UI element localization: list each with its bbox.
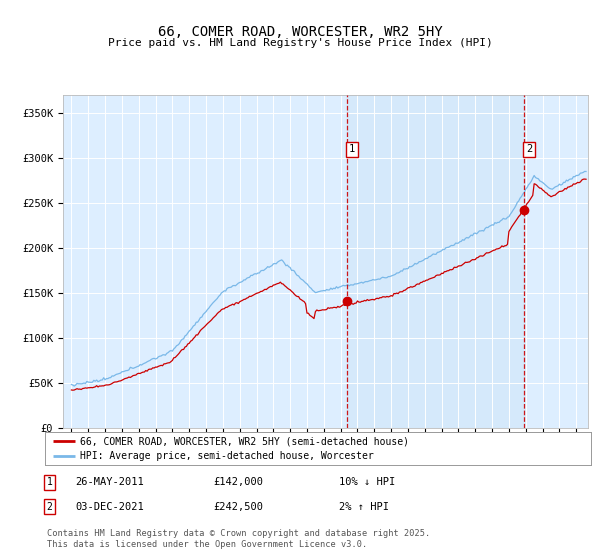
Text: 26-MAY-2011: 26-MAY-2011 bbox=[75, 477, 144, 487]
Text: 66, COMER ROAD, WORCESTER, WR2 5HY: 66, COMER ROAD, WORCESTER, WR2 5HY bbox=[158, 25, 442, 39]
Text: 2% ↑ HPI: 2% ↑ HPI bbox=[339, 502, 389, 512]
Bar bbox=[347, 95, 524, 428]
Text: Price paid vs. HM Land Registry's House Price Index (HPI): Price paid vs. HM Land Registry's House … bbox=[107, 38, 493, 48]
Text: £142,000: £142,000 bbox=[213, 477, 263, 487]
Text: 2: 2 bbox=[47, 502, 53, 512]
Text: £242,500: £242,500 bbox=[213, 502, 263, 512]
Text: 1: 1 bbox=[349, 144, 355, 154]
Text: 66, COMER ROAD, WORCESTER, WR2 5HY (semi-detached house): 66, COMER ROAD, WORCESTER, WR2 5HY (semi… bbox=[80, 436, 409, 446]
Text: 1: 1 bbox=[47, 477, 53, 487]
Text: 2: 2 bbox=[526, 144, 532, 154]
Text: 10% ↓ HPI: 10% ↓ HPI bbox=[339, 477, 395, 487]
Text: HPI: Average price, semi-detached house, Worcester: HPI: Average price, semi-detached house,… bbox=[80, 451, 374, 461]
Text: 03-DEC-2021: 03-DEC-2021 bbox=[75, 502, 144, 512]
Text: Contains HM Land Registry data © Crown copyright and database right 2025.
This d: Contains HM Land Registry data © Crown c… bbox=[47, 529, 430, 549]
